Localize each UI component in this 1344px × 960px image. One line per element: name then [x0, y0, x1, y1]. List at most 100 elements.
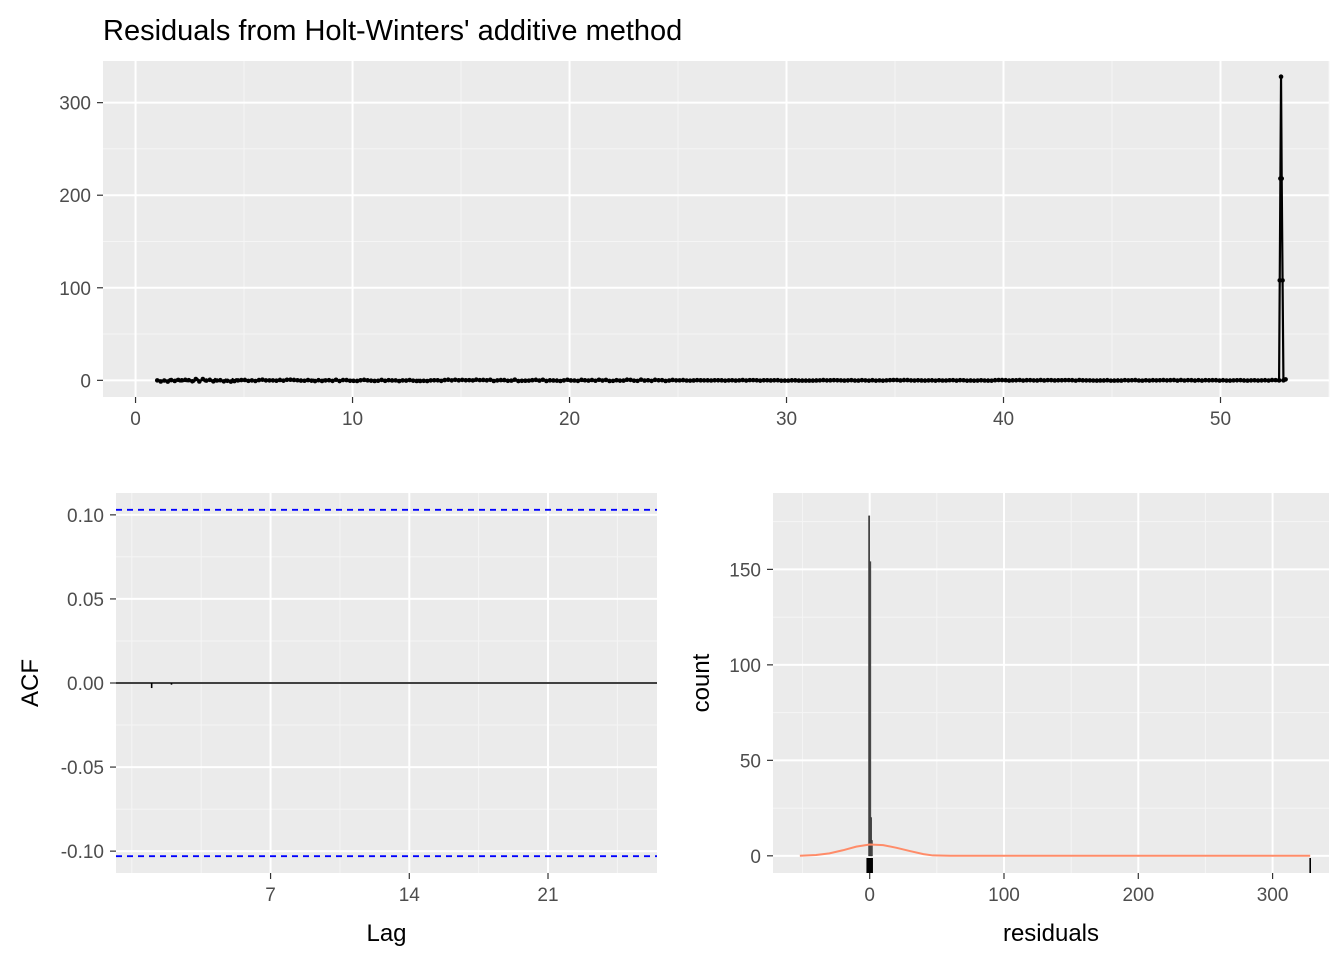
residual-point — [982, 378, 987, 383]
residual-point — [1269, 377, 1275, 383]
residual-point — [519, 378, 525, 384]
residual-point — [473, 377, 479, 382]
residual-point — [1136, 378, 1142, 383]
residual-point — [505, 378, 511, 384]
residual-point — [638, 377, 644, 382]
residual-point — [421, 378, 426, 384]
residual-point — [1182, 378, 1187, 383]
residual-point — [274, 378, 279, 383]
residual-point — [828, 378, 833, 383]
residual-point — [722, 378, 728, 383]
residual-point — [645, 377, 651, 383]
residual-point — [824, 378, 830, 383]
residual-point — [743, 378, 749, 383]
residual-point — [845, 378, 851, 383]
residual-point — [319, 378, 325, 384]
residual-point — [154, 378, 160, 383]
chart-title: Residuals from Holt-Winters' additive me… — [103, 15, 682, 47]
residual-point — [558, 378, 563, 384]
residual-point — [291, 377, 297, 383]
residual-point — [1189, 377, 1194, 383]
residual-point — [547, 378, 553, 383]
residual-point — [1185, 377, 1191, 383]
residual-point — [835, 377, 840, 383]
residual-point — [687, 378, 693, 383]
residual-point — [1171, 377, 1177, 383]
residual-point — [764, 377, 770, 383]
residual-point — [253, 378, 258, 384]
residual-point — [800, 378, 805, 383]
histogram-bar — [869, 561, 872, 857]
residual-point — [175, 377, 181, 383]
residual-point — [1150, 377, 1156, 383]
residual-point — [221, 379, 227, 384]
residual-point — [410, 378, 416, 383]
residual-point — [365, 378, 370, 383]
residual-point — [666, 378, 672, 383]
residual-point — [1280, 278, 1285, 283]
residual-point — [838, 378, 844, 383]
residual-point — [750, 377, 756, 383]
residual-point — [190, 378, 195, 384]
residual-point — [698, 378, 703, 383]
x-tick-label: 30 — [776, 409, 797, 430]
residual-point — [880, 378, 886, 383]
residual-point — [382, 378, 388, 384]
residual-point — [516, 378, 521, 384]
residual-point — [1006, 378, 1012, 383]
residual-point — [477, 377, 483, 383]
residual-point — [1276, 378, 1282, 383]
x-tick-label: 300 — [1257, 885, 1289, 906]
residual-point — [915, 377, 921, 383]
residual-point — [544, 378, 549, 384]
residual-point — [1115, 378, 1121, 383]
residual-point — [572, 378, 577, 383]
residual-point — [807, 378, 812, 383]
residual-point — [495, 378, 500, 383]
residual-point — [186, 377, 192, 383]
residual-point — [211, 379, 216, 384]
residual-point — [715, 377, 721, 383]
residual-point — [414, 378, 419, 384]
residual-point — [1052, 378, 1058, 383]
residual-point — [971, 378, 977, 383]
residual-point — [635, 378, 640, 384]
residual-point — [386, 377, 391, 383]
residual-point — [302, 378, 307, 384]
y-tick-label: 0 — [80, 371, 91, 392]
residual-point — [207, 377, 213, 383]
residual-point — [445, 377, 451, 383]
residual-point — [575, 378, 581, 384]
acf-panel: 7 14 21 0.10 0.05 0.00 -0.05 -0.10 Lag ACF — [17, 493, 657, 947]
residual-point — [961, 377, 966, 383]
residual-point — [677, 378, 682, 383]
residual-point — [940, 378, 945, 383]
x-tick-label: 0 — [130, 409, 141, 430]
residual-point — [1129, 377, 1135, 383]
residual-point — [1234, 378, 1240, 383]
residual-point — [1231, 378, 1236, 383]
residual-point — [628, 377, 633, 383]
residual-point — [277, 377, 283, 383]
residual-point — [1273, 377, 1278, 383]
residual-point — [337, 378, 342, 384]
residual-point — [197, 379, 202, 384]
residual-point — [1266, 378, 1271, 383]
residual-point — [866, 378, 872, 383]
residual-point — [466, 377, 472, 383]
residual-point — [288, 377, 293, 383]
residual-point — [1255, 378, 1261, 383]
residual-point — [263, 378, 269, 383]
residual-point — [295, 377, 300, 383]
residual-point — [1248, 378, 1254, 383]
residual-point — [1112, 378, 1117, 383]
residual-point — [309, 378, 314, 383]
residual-point — [214, 378, 220, 383]
residual-point — [1090, 378, 1096, 383]
residual-point — [803, 378, 809, 383]
residual-point — [323, 378, 328, 383]
residual-point — [849, 377, 854, 383]
panel-background — [773, 493, 1329, 873]
residual-point — [652, 377, 658, 383]
